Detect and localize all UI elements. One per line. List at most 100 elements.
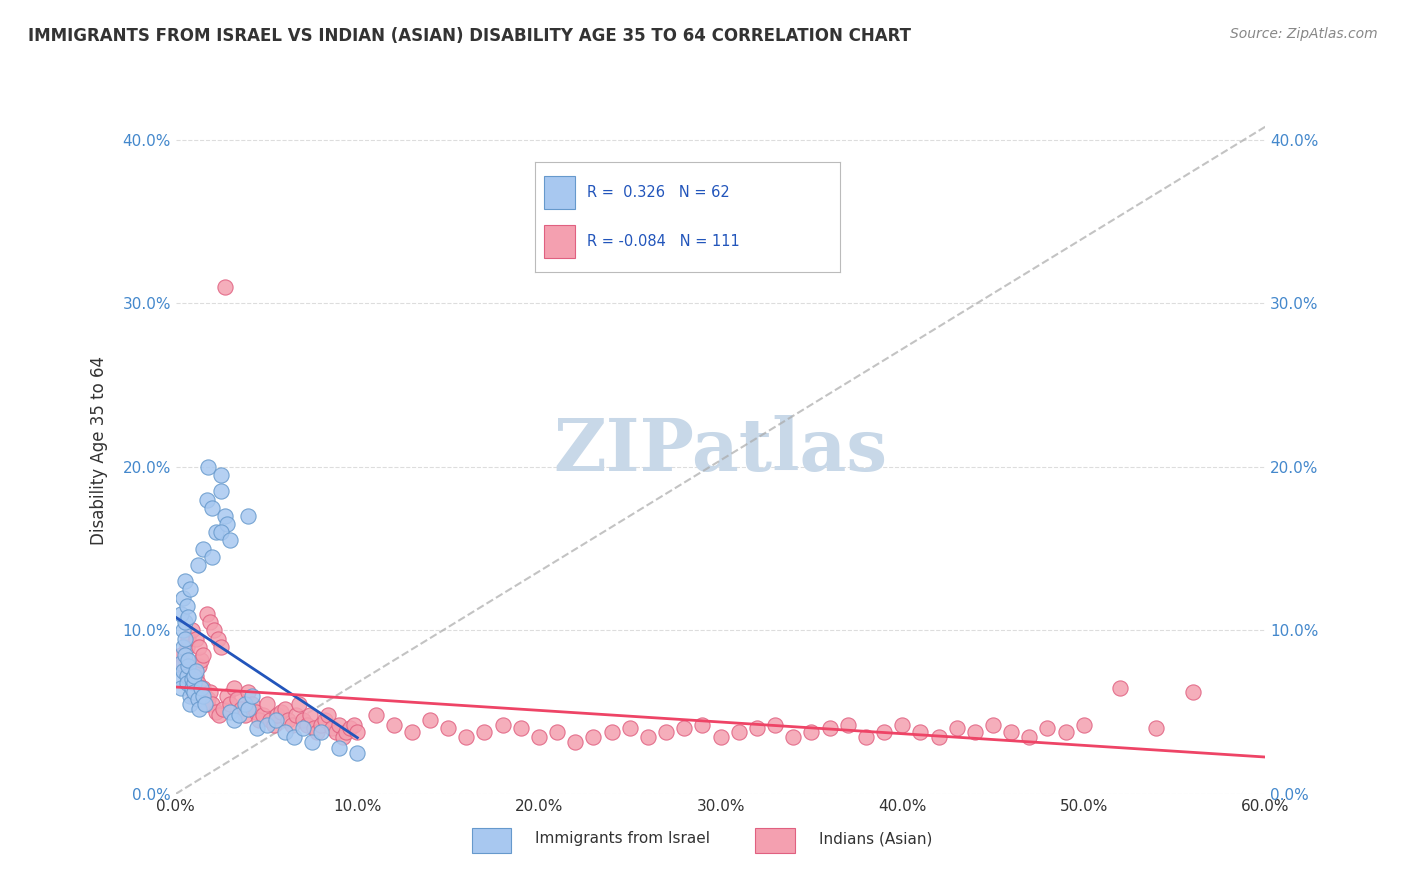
Point xyxy=(228,708,250,723)
Point xyxy=(928,730,950,744)
Point xyxy=(170,648,193,662)
Point xyxy=(527,730,550,744)
Point xyxy=(195,607,218,621)
Text: IMMIGRANTS FROM ISRAEL VS INDIAN (ASIAN) DISABILITY AGE 35 TO 64 CORRELATION CHA: IMMIGRANTS FROM ISRAEL VS INDIAN (ASIAN)… xyxy=(28,27,911,45)
Point xyxy=(176,675,198,690)
Text: Source: ZipAtlas.com: Source: ZipAtlas.com xyxy=(1230,27,1378,41)
Point xyxy=(1146,722,1168,736)
Point xyxy=(240,689,263,703)
Point xyxy=(264,714,287,728)
Point xyxy=(252,708,274,723)
Point xyxy=(332,730,354,744)
Point xyxy=(219,697,242,711)
Point xyxy=(176,640,198,654)
Point xyxy=(209,484,232,499)
Point xyxy=(818,722,841,736)
Point xyxy=(582,730,605,744)
Point xyxy=(214,280,236,294)
Point xyxy=(231,702,253,716)
Point xyxy=(259,714,281,728)
Point xyxy=(309,718,332,732)
Point xyxy=(181,673,204,687)
Point xyxy=(214,508,236,523)
Point xyxy=(209,467,232,482)
Point xyxy=(191,541,214,556)
Point xyxy=(782,730,804,744)
Point xyxy=(195,697,218,711)
Text: ZIPatlas: ZIPatlas xyxy=(554,415,887,486)
Point xyxy=(673,722,696,736)
Point xyxy=(204,705,226,719)
Point xyxy=(209,525,232,540)
Point xyxy=(209,640,232,654)
Point xyxy=(299,708,322,723)
Point xyxy=(270,705,292,719)
Point xyxy=(179,689,201,703)
Point xyxy=(184,632,207,646)
Point xyxy=(873,724,896,739)
Point xyxy=(194,689,217,703)
Point xyxy=(277,714,299,728)
Point xyxy=(200,685,222,699)
Point xyxy=(183,685,205,699)
Point xyxy=(1181,685,1204,699)
Point xyxy=(245,705,267,719)
Point xyxy=(179,697,201,711)
Point xyxy=(177,632,200,646)
Point xyxy=(204,525,226,540)
Point xyxy=(172,591,194,605)
Point xyxy=(173,664,195,679)
Point xyxy=(177,653,200,667)
Point xyxy=(169,673,191,687)
Point xyxy=(1073,718,1095,732)
Point xyxy=(346,724,368,739)
Point xyxy=(283,730,305,744)
Point xyxy=(346,746,368,760)
Point xyxy=(172,640,194,654)
Point xyxy=(314,714,336,728)
Point xyxy=(364,708,387,723)
Point xyxy=(173,632,195,646)
Point xyxy=(207,632,229,646)
Point xyxy=(564,734,586,748)
Point xyxy=(191,681,214,695)
Point xyxy=(321,722,343,736)
Point xyxy=(891,718,914,732)
Point xyxy=(763,718,786,732)
Point xyxy=(295,718,318,732)
Point xyxy=(1054,724,1077,739)
Point xyxy=(910,724,932,739)
Point xyxy=(328,718,350,732)
Point xyxy=(215,516,238,531)
Point xyxy=(274,724,297,739)
Point xyxy=(281,718,304,732)
Point xyxy=(238,702,260,716)
Point xyxy=(184,664,207,679)
Point xyxy=(619,722,641,736)
Point xyxy=(170,681,193,695)
Point xyxy=(301,734,323,748)
Point xyxy=(191,648,214,662)
Point xyxy=(191,689,214,703)
Point xyxy=(201,500,224,515)
Point xyxy=(509,722,531,736)
Point xyxy=(190,681,212,695)
Point xyxy=(247,714,270,728)
Point xyxy=(194,697,217,711)
Point xyxy=(190,653,212,667)
Point xyxy=(325,724,347,739)
Point xyxy=(186,692,209,706)
Point xyxy=(172,656,194,670)
Point xyxy=(226,692,249,706)
Point xyxy=(318,708,340,723)
Text: Immigrants from Israel: Immigrants from Israel xyxy=(536,831,710,846)
Point xyxy=(710,730,733,744)
Point xyxy=(256,718,278,732)
Point xyxy=(339,722,361,736)
Point xyxy=(173,574,195,589)
Point xyxy=(176,669,198,683)
Point xyxy=(188,659,211,673)
Point xyxy=(212,702,235,716)
Point xyxy=(546,724,568,739)
Point xyxy=(240,697,263,711)
